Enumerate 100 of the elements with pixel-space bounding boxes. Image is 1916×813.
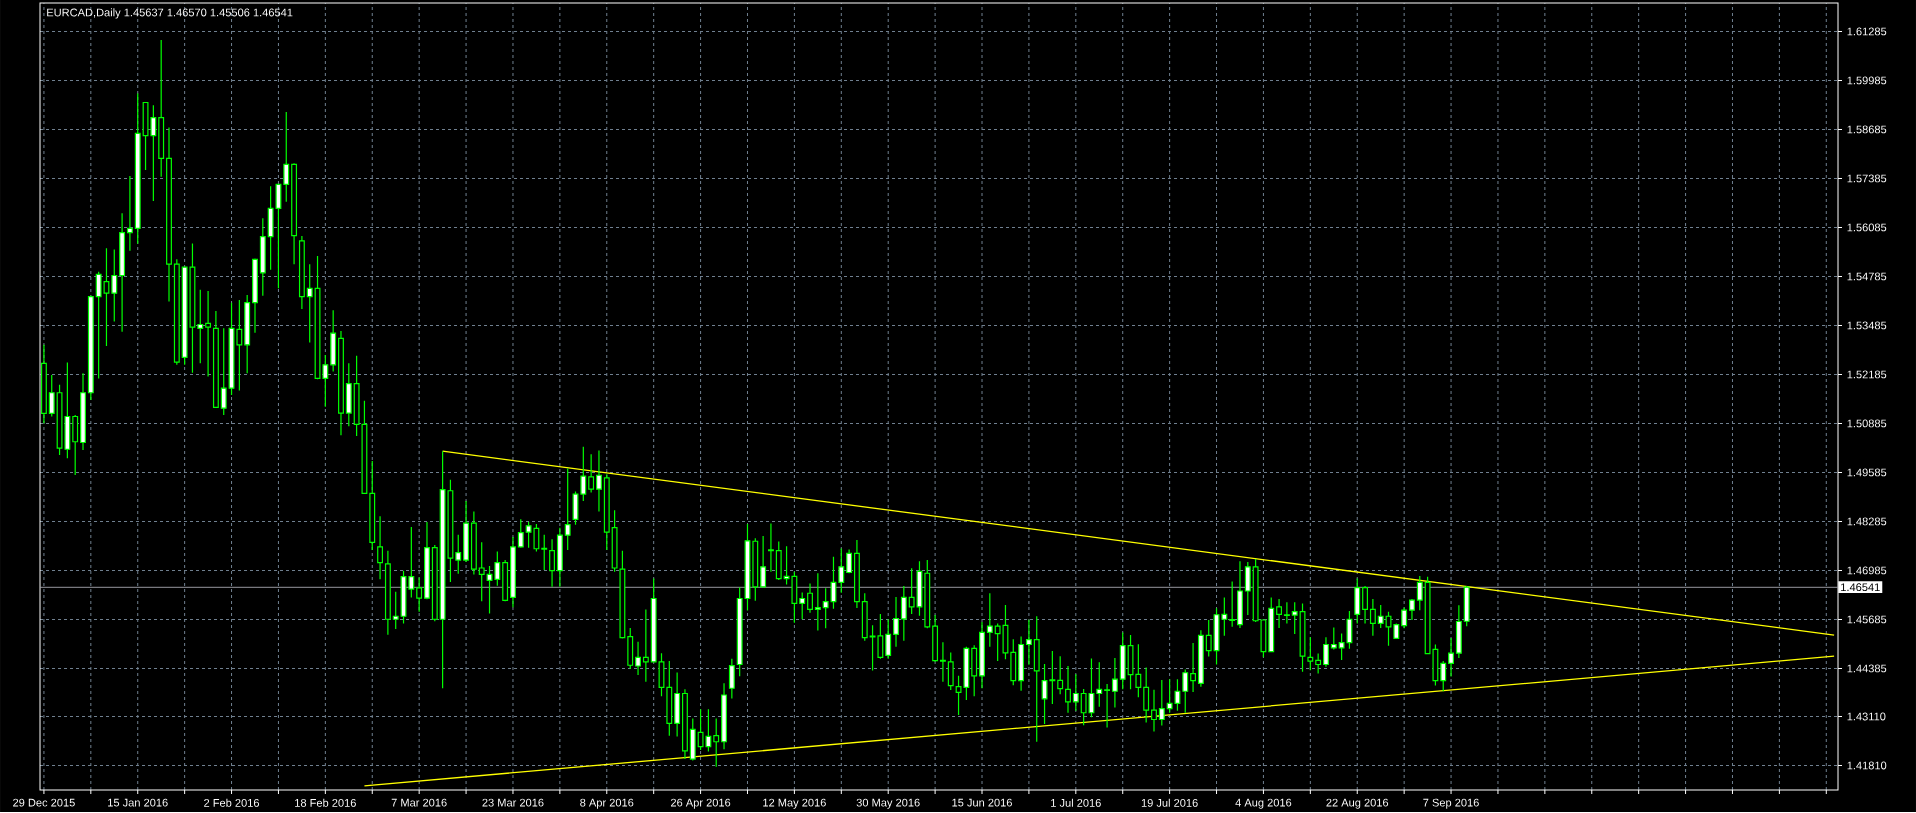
- y-tick-label: 1.46985: [1847, 566, 1887, 575]
- candlestick: [807, 582, 813, 614]
- x-tick-label: 4 Aug 2016: [1235, 798, 1292, 809]
- candlestick: [885, 618, 892, 660]
- candlestick: [424, 521, 430, 600]
- candlestick: [205, 290, 212, 378]
- candlestick: [1354, 577, 1361, 624]
- candlestick: [1182, 668, 1189, 714]
- x-tick-label: 30 May 2016: [856, 798, 920, 809]
- candlestick: [134, 92, 141, 245]
- x-tick-label: 23 Mar 2016: [482, 798, 544, 807]
- candlestick: [752, 537, 759, 602]
- ref-line-label: 1.46541: [1841, 583, 1880, 592]
- y-tick-label: 1.56085: [1847, 223, 1887, 232]
- candlestick: [158, 39, 165, 178]
- candlestick: [166, 126, 172, 303]
- candlestick: [80, 372, 86, 451]
- y-tick-label: 1.49585: [1847, 468, 1887, 477]
- x-tick-label: 7 Sep 2016: [1423, 798, 1479, 809]
- candlestick: [1330, 626, 1337, 650]
- candlestick: [338, 330, 344, 436]
- candlestick: [713, 717, 720, 768]
- y-tick-label: 1.57385: [1847, 174, 1887, 183]
- candlestick: [1448, 637, 1454, 678]
- candlestick: [893, 596, 899, 648]
- candlestick: [244, 294, 251, 374]
- candlestick: [298, 235, 305, 310]
- candlestick: [900, 585, 907, 642]
- y-tick-label: 1.50885: [1847, 419, 1887, 428]
- candlestick: [212, 310, 219, 408]
- candlestick: [291, 162, 298, 265]
- candlestick: [1463, 585, 1470, 627]
- candlestick: [971, 644, 978, 697]
- y-tick-label: 1.54785: [1847, 272, 1887, 281]
- candlestick: [220, 327, 227, 416]
- candlestick: [760, 535, 767, 589]
- candlestick: [1369, 598, 1376, 637]
- candlestick: [1283, 601, 1290, 624]
- candlestick: [846, 548, 853, 574]
- candlestick: [596, 449, 602, 512]
- y-tick-label: 1.61285: [1847, 27, 1887, 36]
- candlestick: [799, 591, 806, 620]
- candlestick: [1010, 638, 1017, 686]
- candlestick: [1291, 601, 1298, 635]
- candlestick: [252, 257, 258, 334]
- candlestick: [1018, 635, 1025, 692]
- candlestick: [1151, 689, 1157, 733]
- candlestick: [588, 453, 595, 494]
- x-tick-label: 2 Feb 2016: [204, 798, 260, 807]
- candlestick: [510, 536, 516, 608]
- candlestick: [947, 651, 954, 691]
- x-tick-label: 7 Mar 2016: [391, 798, 447, 807]
- candlestick: [283, 111, 290, 203]
- candlestick: [1416, 575, 1423, 611]
- candlestick: [1197, 629, 1204, 688]
- candlestick: [1205, 619, 1212, 658]
- candlestick: [431, 544, 438, 622]
- candlestick: [666, 660, 673, 737]
- candlestick: [369, 460, 376, 551]
- x-tick-label: 15 Jan 2016: [108, 798, 168, 807]
- y-tick-label: 1.58685: [1847, 125, 1887, 134]
- candlestick: [838, 547, 845, 594]
- x-tick-label: 1 Jul 2016: [1051, 798, 1101, 807]
- candlestick: [1323, 636, 1329, 668]
- candlestick: [126, 175, 133, 252]
- candlestick: [1455, 604, 1462, 659]
- candlestick: [728, 658, 735, 699]
- candlestick: [1190, 642, 1197, 693]
- candlestick: [416, 576, 423, 613]
- candlestick: [1065, 665, 1071, 714]
- candlestick: [1362, 585, 1369, 624]
- candlestick: [1033, 615, 1040, 743]
- candlestick: [517, 518, 524, 549]
- candlestick: [635, 641, 641, 676]
- candlestick: [939, 641, 946, 683]
- candlestick: [1096, 661, 1103, 708]
- candlestick: [1244, 561, 1251, 616]
- candlestick: [861, 592, 868, 642]
- y-tick-label: 1.52185: [1847, 370, 1887, 379]
- x-tick-label: 8 Apr 2016: [580, 798, 634, 809]
- candlestick: [775, 540, 782, 581]
- candlestick: [1237, 560, 1243, 629]
- candlestick: [48, 374, 55, 417]
- candlestick: [549, 538, 555, 588]
- candlestick: [721, 682, 727, 750]
- candlestick: [1299, 602, 1306, 673]
- candlestick: [627, 627, 634, 670]
- candlestick: [463, 500, 469, 563]
- y-tick-label: 1.53485: [1847, 321, 1887, 330]
- y-tick-label: 1.59985: [1847, 76, 1887, 85]
- candlestick: [1057, 655, 1064, 695]
- candlestick: [173, 258, 180, 366]
- candlestick: [924, 559, 931, 629]
- candlestick: [853, 539, 860, 609]
- candlestick: [1158, 679, 1165, 727]
- candlestick: [1104, 683, 1111, 728]
- candlestick: [1276, 598, 1283, 629]
- candlestick: [478, 541, 485, 602]
- y-tick-label: 1.41810: [1847, 761, 1887, 770]
- candlestick: [1111, 657, 1118, 708]
